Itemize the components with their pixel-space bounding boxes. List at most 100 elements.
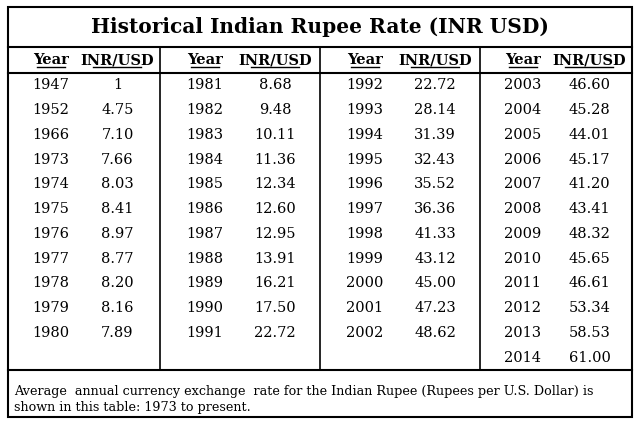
- Text: INR/USD: INR/USD: [81, 53, 154, 67]
- Text: 1990: 1990: [186, 301, 223, 315]
- Text: 22.72: 22.72: [254, 326, 296, 340]
- Text: Average  annual currency exchange  rate for the Indian Rupee (Rupees per U.S. Do: Average annual currency exchange rate fo…: [14, 385, 593, 397]
- Text: 41.20: 41.20: [568, 177, 611, 191]
- Text: 41.33: 41.33: [414, 227, 456, 241]
- Text: shown in this table: 1973 to present.: shown in this table: 1973 to present.: [14, 400, 251, 414]
- Text: 1993: 1993: [346, 103, 383, 117]
- Text: 1999: 1999: [346, 252, 383, 266]
- Text: 2008: 2008: [504, 202, 541, 216]
- Text: Year: Year: [504, 53, 541, 67]
- Text: 1978: 1978: [32, 276, 69, 290]
- Text: 43.41: 43.41: [568, 202, 611, 216]
- Text: 8.20: 8.20: [101, 276, 134, 290]
- Text: 8.16: 8.16: [101, 301, 134, 315]
- Text: INR/USD: INR/USD: [552, 53, 627, 67]
- Text: 1952: 1952: [32, 103, 69, 117]
- Text: Year: Year: [33, 53, 68, 67]
- Text: 46.61: 46.61: [568, 276, 611, 290]
- Text: 1997: 1997: [346, 202, 383, 216]
- Text: INR/USD: INR/USD: [398, 53, 472, 67]
- Text: 1986: 1986: [186, 202, 223, 216]
- Text: 1984: 1984: [186, 153, 223, 167]
- Text: 1981: 1981: [186, 78, 223, 92]
- Text: 1998: 1998: [346, 227, 383, 241]
- Text: 17.50: 17.50: [254, 301, 296, 315]
- Text: 2003: 2003: [504, 78, 541, 92]
- Text: 12.34: 12.34: [254, 177, 296, 191]
- Text: 16.21: 16.21: [255, 276, 296, 290]
- Text: 1966: 1966: [32, 128, 69, 142]
- Text: INR/USD: INR/USD: [238, 53, 312, 67]
- Text: 31.39: 31.39: [414, 128, 456, 142]
- Text: 1987: 1987: [186, 227, 223, 241]
- Text: 2009: 2009: [504, 227, 541, 241]
- Text: 2014: 2014: [504, 351, 541, 365]
- Text: 2012: 2012: [504, 301, 541, 315]
- Text: 1947: 1947: [32, 78, 69, 92]
- Text: 45.65: 45.65: [568, 252, 611, 266]
- Text: 1991: 1991: [186, 326, 223, 340]
- Text: 2007: 2007: [504, 177, 541, 191]
- Text: 28.14: 28.14: [414, 103, 456, 117]
- Text: 22.72: 22.72: [414, 78, 456, 92]
- Text: 32.43: 32.43: [414, 153, 456, 167]
- Text: 1982: 1982: [186, 103, 223, 117]
- Text: 44.01: 44.01: [568, 128, 611, 142]
- Text: 58.53: 58.53: [568, 326, 611, 340]
- Text: 7.66: 7.66: [101, 153, 134, 167]
- Text: 1989: 1989: [186, 276, 223, 290]
- Text: 1983: 1983: [186, 128, 223, 142]
- Text: 13.91: 13.91: [255, 252, 296, 266]
- Text: 8.68: 8.68: [259, 78, 292, 92]
- Text: 1992: 1992: [346, 78, 383, 92]
- Text: 2001: 2001: [346, 301, 383, 315]
- Text: 1977: 1977: [32, 252, 69, 266]
- Text: 12.95: 12.95: [255, 227, 296, 241]
- Text: 1979: 1979: [32, 301, 69, 315]
- Text: 11.36: 11.36: [254, 153, 296, 167]
- Text: 2000: 2000: [346, 276, 383, 290]
- Text: 8.97: 8.97: [101, 227, 134, 241]
- Text: 2005: 2005: [504, 128, 541, 142]
- Text: 7.89: 7.89: [101, 326, 134, 340]
- Text: 1976: 1976: [32, 227, 69, 241]
- Text: Year: Year: [347, 53, 383, 67]
- Text: 1973: 1973: [32, 153, 69, 167]
- Text: 48.32: 48.32: [568, 227, 611, 241]
- Text: 1994: 1994: [346, 128, 383, 142]
- Text: 1980: 1980: [32, 326, 69, 340]
- Text: 1974: 1974: [32, 177, 69, 191]
- Text: 8.03: 8.03: [101, 177, 134, 191]
- Text: 47.23: 47.23: [414, 301, 456, 315]
- Text: 12.60: 12.60: [254, 202, 296, 216]
- Text: 2010: 2010: [504, 252, 541, 266]
- Text: Historical Indian Rupee Rate (INR USD): Historical Indian Rupee Rate (INR USD): [91, 17, 549, 37]
- Text: 2013: 2013: [504, 326, 541, 340]
- Text: 1988: 1988: [186, 252, 223, 266]
- Text: 1975: 1975: [32, 202, 69, 216]
- Text: 46.60: 46.60: [568, 78, 611, 92]
- Text: 35.52: 35.52: [414, 177, 456, 191]
- Text: Year: Year: [187, 53, 223, 67]
- Text: 48.62: 48.62: [414, 326, 456, 340]
- Text: 9.48: 9.48: [259, 103, 291, 117]
- Text: 43.12: 43.12: [414, 252, 456, 266]
- Text: 1: 1: [113, 78, 122, 92]
- Text: 1985: 1985: [186, 177, 223, 191]
- Text: 1995: 1995: [346, 153, 383, 167]
- Text: 61.00: 61.00: [568, 351, 611, 365]
- Text: 4.75: 4.75: [101, 103, 134, 117]
- Text: 45.17: 45.17: [569, 153, 610, 167]
- Text: 2004: 2004: [504, 103, 541, 117]
- Text: 36.36: 36.36: [414, 202, 456, 216]
- Text: 53.34: 53.34: [568, 301, 611, 315]
- Text: 2002: 2002: [346, 326, 383, 340]
- Text: 7.10: 7.10: [101, 128, 134, 142]
- Text: 1996: 1996: [346, 177, 383, 191]
- Text: 2006: 2006: [504, 153, 541, 167]
- Text: 8.41: 8.41: [101, 202, 134, 216]
- Text: 45.28: 45.28: [568, 103, 611, 117]
- Text: 2011: 2011: [504, 276, 541, 290]
- Text: 45.00: 45.00: [414, 276, 456, 290]
- Text: 10.11: 10.11: [255, 128, 296, 142]
